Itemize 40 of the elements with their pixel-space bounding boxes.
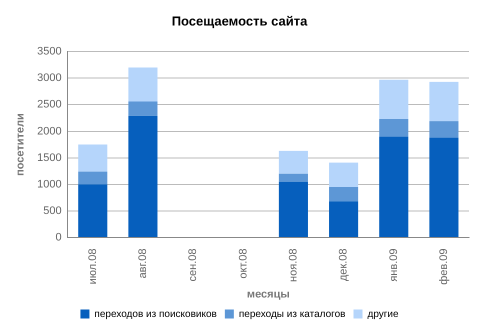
x-tick-label: сен.08 [187,248,200,282]
bar [379,119,408,137]
x-tick-label: фев.09 [438,248,450,285]
bar [78,172,108,184]
x-axis-title: месяцы [246,288,290,300]
bar [429,138,458,237]
bar [329,201,358,237]
y-tick-label: 500 [43,204,62,217]
legend-label: переходов из поисковиков [94,308,217,320]
x-tick-label: янв.09 [388,248,400,282]
x-tick-label: окт.08 [237,248,250,279]
y-axis-title: посетители [14,113,27,176]
bar [429,82,458,122]
bar [278,174,308,182]
legend-label: переходы из каталогов [238,308,346,320]
y-tick-label: 1500 [37,152,62,164]
x-tick-label: ноя.08 [287,248,300,282]
bar [429,121,458,138]
chart-title: Посещаемость сайта [172,13,308,28]
bar [329,162,358,188]
legend-label: другие [367,308,400,320]
bar [78,144,108,172]
x-tick-label: июл.08 [86,248,99,284]
y-tick-label: 0 [56,232,62,244]
x-tick-label: дек.08 [338,248,350,282]
bar [329,187,358,202]
bar [128,116,158,237]
y-tick-label: 2000 [37,125,62,138]
y-tick-label: 3000 [37,72,62,84]
y-tick-label: 1000 [37,178,62,190]
bar [128,102,158,116]
bar [379,136,408,237]
bar [78,184,108,237]
bar [278,182,308,237]
bar [379,80,408,120]
bar [278,150,308,174]
y-tick-label: 3500 [37,46,62,58]
bar [128,68,158,102]
y-tick-label: 2500 [37,98,62,111]
x-tick-label: авг.08 [136,248,149,278]
